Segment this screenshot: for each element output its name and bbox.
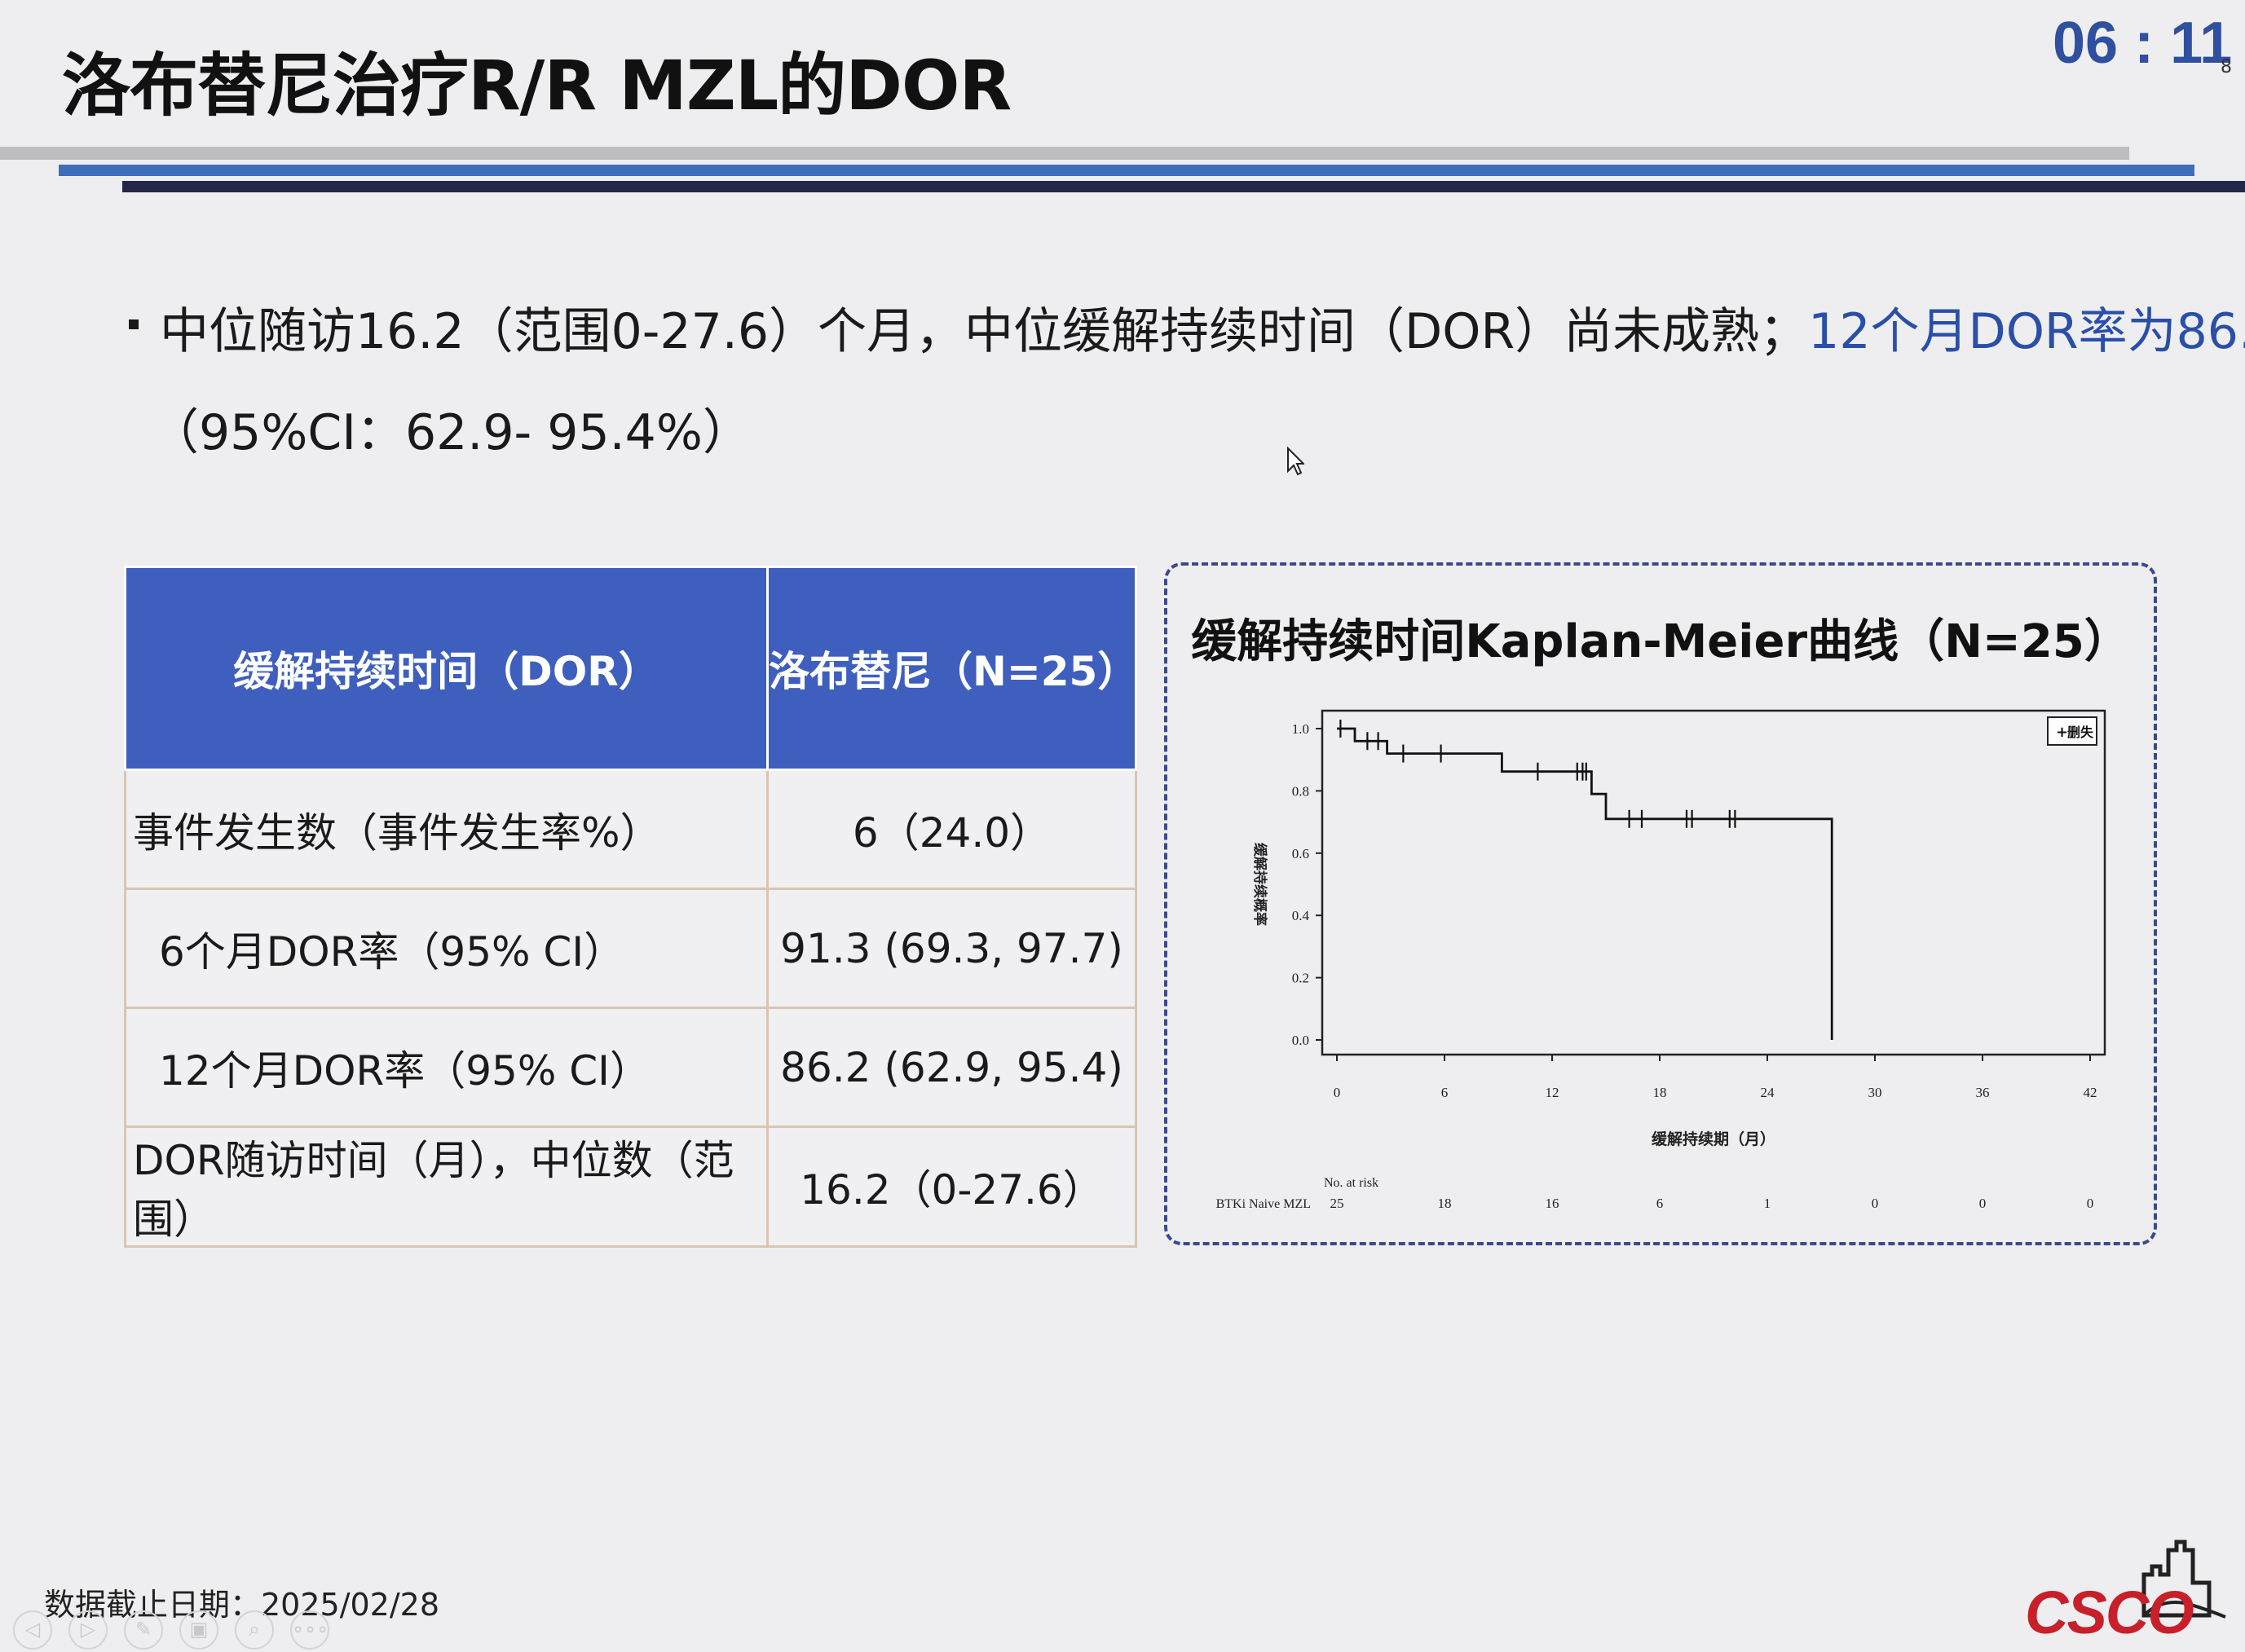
- table-header-dor: 缓解持续时间（DOR）: [124, 566, 769, 771]
- table-row-label: 6个月DOR率（95% CI）: [124, 888, 769, 1009]
- great-wall-logo-icon: [2141, 1540, 2226, 1619]
- x-tick-label: 42: [2084, 1085, 2097, 1100]
- table-header-drug: 洛布替尼（N=25）: [766, 566, 1138, 771]
- y-tick-label: 0.4: [1292, 908, 1310, 923]
- risk-count: 0: [2087, 1196, 2094, 1211]
- more-options-icon[interactable]: ∘∘∘: [290, 1610, 329, 1650]
- x-tick-label: 18: [1653, 1085, 1667, 1100]
- summary-line-1: 中位随访16.2（范围0-27.6）个月，中位缓解持续时间（DOR）尚未成熟；1…: [160, 292, 2245, 363]
- header-divider-navy: [122, 181, 2245, 192]
- slide-title: 洛布替尼治疗R/R MZL的DOR: [62, 46, 1012, 126]
- risk-group-label: BTKi Naive MZL: [1216, 1197, 1311, 1211]
- x-tick-label: 0: [1334, 1085, 1341, 1100]
- table-row-label: 事件发生数（事件发生率%）: [124, 769, 769, 890]
- slideshow-controls: ◁ ▷ ✎ ▣ ⌕ ∘∘∘: [13, 1610, 329, 1651]
- x-tick-label: 30: [1868, 1085, 1882, 1100]
- x-tick-label: 36: [1976, 1085, 1990, 1100]
- risk-count: 25: [1330, 1196, 1344, 1211]
- table-row-label: DOR随访时间（月），中位数（范围）: [124, 1126, 769, 1248]
- km-chart: 0.0 0.2 0.4 0.6 0.8 1.0 0 6 12 18 24 30 36 42 缓解持续期（月）…: [1216, 709, 2106, 1211]
- chart-title: 缓解持续时间Kaplan-Meier曲线（N=25）: [1191, 615, 2130, 668]
- table-row: DOR随访时间（月），中位数（范围） 16.2（0-27.6）: [124, 1126, 1137, 1248]
- x-tick-label: 6: [1441, 1085, 1449, 1100]
- page-number: 8: [2221, 57, 2232, 77]
- legend-label: 删失: [2067, 725, 2094, 740]
- table-row-value: 6（24.0）: [766, 769, 1137, 890]
- bullet-icon: [129, 319, 139, 329]
- risk-count: 18: [1438, 1196, 1452, 1211]
- csco-logo: CSCO: [2025, 1579, 2194, 1646]
- y-axis-label: 缓解持续概率: [1251, 843, 1268, 926]
- table-row-label: 12个月DOR率（95% CI）: [124, 1007, 769, 1128]
- previous-slide-icon[interactable]: ◁: [13, 1610, 52, 1650]
- summary-line-2: （95%CI：62.9- 95.4%）: [150, 404, 752, 461]
- risk-count: 6: [1656, 1196, 1664, 1211]
- plot-frame: [1321, 709, 2106, 1056]
- pen-icon[interactable]: ✎: [124, 1610, 163, 1650]
- legend-box: [2047, 716, 2097, 746]
- km-survival-curve: [1337, 727, 1833, 1040]
- dor-table: 缓解持续时间（DOR） 洛布替尼（N=25） 事件发生数（事件发生率%） 6（2…: [124, 566, 1138, 1248]
- y-tick-label: 0.6: [1292, 846, 1309, 861]
- x-axis-label: 缓解持续期（月）: [1652, 1130, 1775, 1148]
- header-divider-grey: [0, 147, 2129, 160]
- header-divider-blue: [59, 165, 2194, 176]
- mouse-cursor-icon: [1287, 447, 1304, 476]
- presentation-timer: 06 : 11: [2053, 11, 2233, 76]
- legend-censor-icon: +: [2056, 724, 2068, 741]
- x-tick-label: 24: [1761, 1085, 1775, 1100]
- risk-count: 1: [1764, 1196, 1771, 1211]
- table-row-value: 91.3 (69.3, 97.7): [766, 888, 1137, 1009]
- table-row: 事件发生数（事件发生率%） 6（24.0）: [124, 769, 1137, 890]
- y-tick-label: 0.2: [1292, 971, 1309, 986]
- slides-grid-icon[interactable]: ▣: [179, 1610, 218, 1650]
- risk-count: 16: [1546, 1196, 1559, 1211]
- x-tick-label: 12: [1546, 1085, 1559, 1100]
- summary-main-text: 中位随访16.2（范围0-27.6）个月，中位缓解持续时间（DOR）尚未成熟；: [160, 303, 1809, 360]
- summary-highlight-text: 12个月DOR率为86.2%: [1808, 303, 2245, 360]
- table-row: 12个月DOR率（95% CI） 86.2 (62.9, 95.4): [124, 1007, 1137, 1128]
- table-row-value: 86.2 (62.9, 95.4): [766, 1007, 1137, 1128]
- table-row: 6个月DOR率（95% CI） 91.3 (69.3, 97.7): [124, 888, 1137, 1009]
- risk-table-header: No. at risk: [1324, 1176, 1378, 1190]
- zoom-icon[interactable]: ⌕: [235, 1610, 274, 1650]
- risk-count: 0: [1979, 1196, 1987, 1211]
- km-chart-panel: 缓解持续时间Kaplan-Meier曲线（N=25） 0.0 0.2 0.4 0.6 0…: [1164, 562, 2157, 1245]
- table-header-row: 缓解持续时间（DOR） 洛布替尼（N=25）: [124, 566, 1138, 771]
- next-slide-icon[interactable]: ▷: [68, 1610, 108, 1650]
- y-tick-label: 0.0: [1292, 1033, 1309, 1048]
- table-row-value: 16.2（0-27.6）: [766, 1126, 1137, 1248]
- risk-count: 0: [1872, 1196, 1879, 1211]
- y-tick-label: 0.8: [1292, 783, 1309, 799]
- y-tick-label: 1.0: [1292, 721, 1309, 737]
